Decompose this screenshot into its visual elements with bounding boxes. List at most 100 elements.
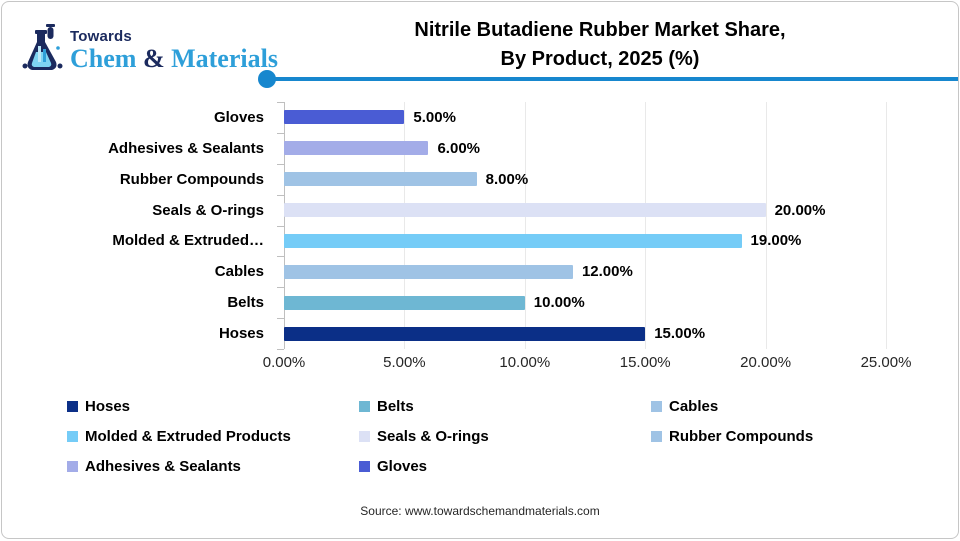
legend-label: Hoses: [85, 398, 131, 415]
brand-name: Chem & Materials: [70, 46, 278, 72]
bar-seals-o-rings: [284, 203, 766, 218]
x-tick-label: 20.00%: [740, 354, 792, 371]
x-tick-label: 25.00%: [860, 354, 912, 371]
y-axis-tick: [277, 318, 284, 319]
y-axis-tick: [277, 349, 284, 350]
brand-logo: Towards Chem & Materials: [20, 16, 278, 74]
legend-item-rubber-compounds: Rubber Compounds: [651, 428, 927, 445]
y-axis-tick: [277, 164, 284, 165]
legend-item-adhesives-sealants: Adhesives & Sealants: [67, 458, 359, 475]
x-tick-label: 5.00%: [383, 354, 426, 371]
bar-row: Belts 10.00%: [2, 287, 958, 318]
source-text: Source: www.towardschemandmaterials.com: [360, 504, 600, 518]
category-label: Rubber Compounds: [119, 170, 264, 188]
chart-title: Nitrile Butadiene Rubber Market Share, B…: [252, 16, 948, 74]
legend-label: Gloves: [377, 458, 428, 475]
category-label: Seals & O-rings: [152, 201, 264, 219]
legend-label: Adhesives & Sealants: [85, 458, 241, 475]
bar-rows: Gloves 5.00% Adhesives & Sealants 6.00% Rubb…: [2, 102, 958, 349]
bar-row: Seals & O-rings 20.00%: [2, 195, 958, 226]
legend-swatch: [67, 431, 78, 442]
value-label: 6.00%: [437, 139, 481, 157]
bar-track: 8.00%: [284, 164, 958, 195]
brand-ampersand: &: [136, 44, 172, 73]
y-axis-tick: [277, 195, 284, 196]
brand-materials: Materials: [171, 44, 278, 73]
x-axis-labels: 0.00% 5.00% 10.00% 15.00% 20.00% 25.00%: [2, 354, 958, 376]
legend: Hoses Belts Cables Molded & Extruded Produc…: [67, 398, 927, 475]
bar-track: 15.00%: [284, 318, 958, 349]
brand-logo-text: Towards Chem & Materials: [70, 29, 278, 74]
bar-rubber-compounds: [284, 172, 477, 187]
legend-label: Cables: [669, 398, 719, 415]
bar-gloves: [284, 110, 405, 125]
chart-title-line1: Nitrile Butadiene Rubber Market Share,: [414, 19, 786, 41]
value-label: 20.00%: [774, 201, 826, 219]
legend-label: Rubber Compounds: [669, 428, 814, 445]
value-label: 19.00%: [750, 232, 802, 250]
brand-towards: Towards: [70, 28, 132, 45]
category-label: Belts: [227, 294, 264, 312]
legend-item-gloves: Gloves: [359, 458, 651, 475]
bar-molded-extruded-products: [284, 233, 742, 248]
bar-row: Adhesives & Sealants 6.00%: [2, 133, 958, 164]
legend-item-cables: Cables: [651, 398, 927, 415]
bar-row: Hoses 15.00%: [2, 318, 958, 349]
legend-label: Molded & Extruded Products: [85, 428, 291, 445]
legend-swatch: [651, 401, 662, 412]
chart-title-line2: By Product, 2025 (%): [500, 48, 700, 70]
bar-cables: [284, 264, 573, 279]
bar-row: Molded & Extruded… 19.00%: [2, 226, 958, 257]
bar-track: 6.00%: [284, 133, 958, 164]
category-label: Cables: [214, 263, 264, 281]
legend-swatch: [67, 461, 78, 472]
legend-item-seals-o-rings: Seals & O-rings: [359, 428, 651, 445]
bar-track: 10.00%: [284, 287, 958, 318]
y-axis-tick: [277, 256, 284, 257]
legend-swatch: [359, 431, 370, 442]
value-label: 15.00%: [654, 325, 706, 343]
flask-icon: [22, 24, 63, 70]
legend-swatch: [359, 401, 370, 412]
value-label: 5.00%: [413, 108, 456, 126]
category-label: Gloves: [213, 108, 264, 126]
value-label: 10.00%: [533, 294, 585, 312]
bar-track: 19.00%: [284, 226, 958, 257]
value-label: 8.00%: [485, 170, 529, 188]
bar-track: 5.00%: [284, 102, 958, 133]
legend-item-molded-extruded-products: Molded & Extruded Products: [67, 428, 359, 445]
y-axis-tick: [277, 133, 284, 134]
legend-label: Belts: [377, 398, 414, 415]
gridline: [404, 102, 406, 349]
gridline: [645, 102, 647, 349]
category-label: Molded & Extruded…: [112, 232, 264, 250]
legend-swatch: [67, 401, 78, 412]
y-axis-tick: [277, 102, 284, 103]
bar-belts: [284, 295, 525, 310]
bar-row: Gloves 5.00%: [2, 102, 958, 133]
legend-item-belts: Belts: [359, 398, 651, 415]
category-label: Hoses: [218, 325, 264, 343]
bar-adhesives-sealants: [284, 141, 429, 156]
bar-hoses: [284, 326, 646, 341]
value-label: 12.00%: [581, 263, 633, 281]
x-tick-label: 15.00%: [619, 354, 671, 371]
bar-track: 12.00%: [284, 256, 958, 287]
legend-swatch: [651, 431, 662, 442]
legend-swatch: [359, 461, 370, 472]
plot-area: Gloves 5.00% Adhesives & Sealants 6.00% Rubb…: [2, 102, 958, 350]
gridline: [524, 102, 526, 349]
divider-line: [266, 77, 958, 81]
y-axis-tick: [277, 287, 284, 288]
category-label: Adhesives & Sealants: [108, 139, 264, 157]
y-axis-line: [284, 102, 285, 349]
x-tick-label: 10.00%: [499, 354, 551, 371]
bar-track: 20.00%: [284, 195, 958, 226]
legend-item-hoses: Hoses: [67, 398, 359, 415]
y-axis-tick: [277, 226, 284, 227]
brand-chem: Chem: [70, 44, 137, 73]
x-tick-label: 0.00%: [262, 354, 306, 371]
bar-row: Rubber Compounds 8.00%: [2, 164, 958, 195]
legend-label: Seals & O-rings: [377, 428, 489, 445]
